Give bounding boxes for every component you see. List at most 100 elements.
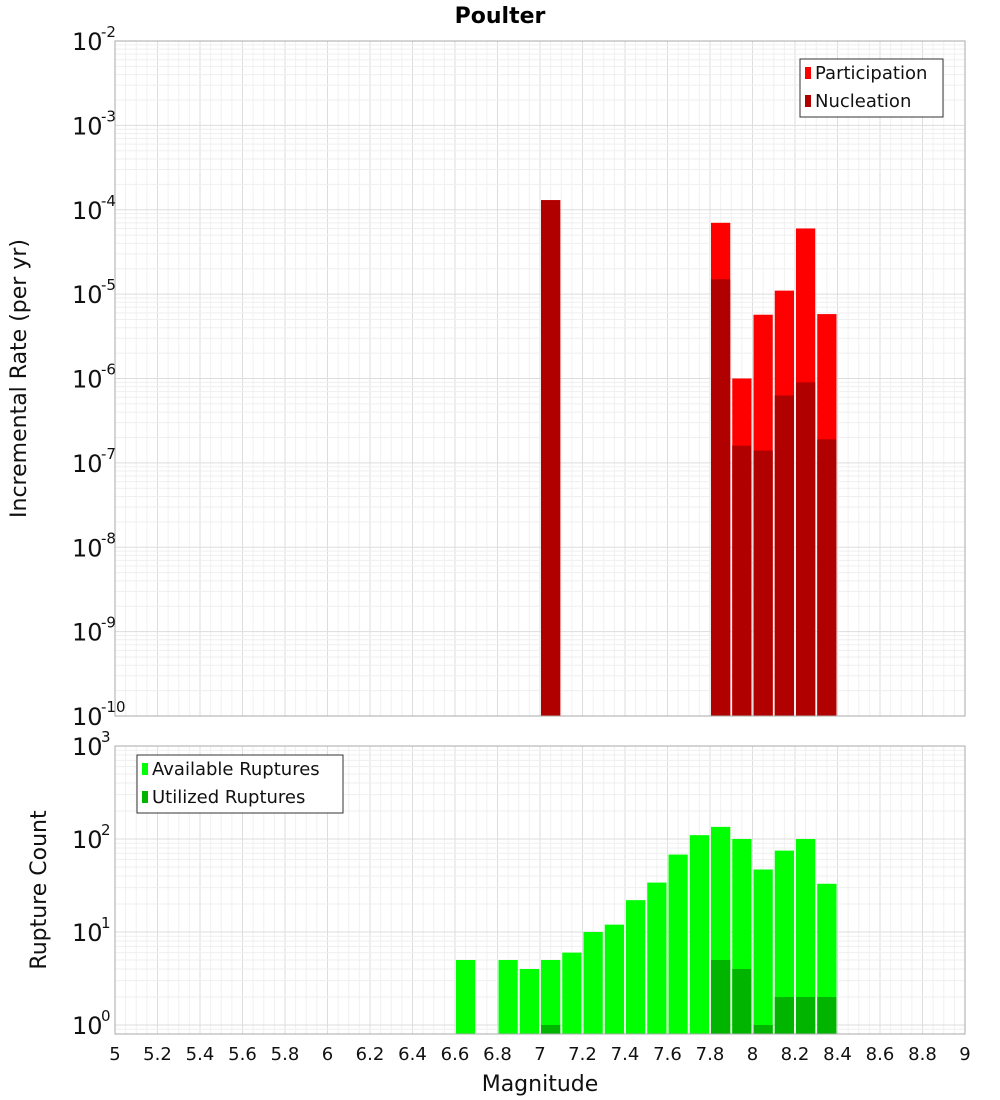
y-tick-label: 10-9 bbox=[72, 614, 116, 647]
x-tick-label: 5.2 bbox=[143, 1044, 172, 1065]
y-tick-exponent: -9 bbox=[101, 614, 116, 632]
y-tick-exponent: -10 bbox=[101, 698, 126, 716]
legend-swatch bbox=[142, 791, 148, 803]
y-tick-exponent: 3 bbox=[101, 728, 111, 746]
x-tick-label: 7.8 bbox=[696, 1044, 725, 1065]
gridlines bbox=[114, 40, 966, 717]
legend-entry: Available Ruptures bbox=[152, 759, 320, 780]
y-tick-exponent: -3 bbox=[101, 107, 116, 125]
x-tick-label: 6.8 bbox=[483, 1044, 512, 1065]
x-tick-label: 6.6 bbox=[441, 1044, 470, 1065]
y-tick-base: 10 bbox=[72, 1012, 103, 1040]
legend: Available Ruptures Utilized Ruptures bbox=[136, 754, 344, 814]
y-tick-exponent: 2 bbox=[101, 821, 111, 839]
x-tick-label: 8 bbox=[747, 1044, 758, 1065]
x-axis-label: Magnitude bbox=[482, 1072, 599, 1097]
y-tick-base: 10 bbox=[72, 366, 103, 394]
bar-overlay-nucleation bbox=[796, 382, 816, 716]
y-tick-base: 10 bbox=[72, 281, 103, 309]
legend-swatch bbox=[142, 763, 148, 775]
bars bbox=[456, 826, 837, 1034]
y-tick-base: 10 bbox=[72, 197, 103, 225]
y-tick-label: 10-6 bbox=[72, 361, 116, 394]
bar-overlay-utilized-ruptures bbox=[774, 996, 794, 1034]
y-tick-base: 10 bbox=[72, 826, 103, 854]
y-tick-label: 101 bbox=[72, 914, 111, 947]
y-axis-label: Incremental Rate (per yr) bbox=[7, 239, 32, 518]
y-tick-base: 10 bbox=[72, 733, 103, 761]
x-tick-label: 5.4 bbox=[186, 1044, 215, 1065]
bar-available-ruptures bbox=[817, 883, 837, 1034]
x-tick-label: 6.4 bbox=[398, 1044, 427, 1065]
bar-overlay-utilized-ruptures bbox=[541, 1024, 561, 1034]
y-tick-base: 10 bbox=[72, 112, 103, 140]
legend-swatch bbox=[805, 95, 811, 107]
y-tick-base: 10 bbox=[72, 450, 103, 478]
y-tick-base: 10 bbox=[72, 703, 103, 731]
legend-box bbox=[799, 58, 944, 118]
y-tick-exponent: -2 bbox=[101, 23, 116, 41]
y-tick-exponent: -7 bbox=[101, 445, 116, 463]
legend-entry: Utilized Ruptures bbox=[152, 787, 305, 808]
legend: Participation Nucleation bbox=[799, 58, 944, 118]
bar-available-ruptures bbox=[583, 931, 603, 1034]
x-axis: 5 5.2 5.4 5.6 5.8 6 6.2 6.4 6.6 6.8 7 7.2 7.4 7.6 7.8 8… bbox=[109, 1044, 970, 1065]
bar-available-ruptures bbox=[647, 882, 667, 1034]
x-tick-label: 5 bbox=[109, 1044, 120, 1065]
plot-border bbox=[114, 745, 966, 1035]
bar-overlay-nucleation bbox=[541, 200, 561, 716]
y-tick-label: 10-3 bbox=[72, 107, 116, 140]
bar-overlay-nucleation bbox=[753, 450, 773, 716]
x-tick-label: 9 bbox=[959, 1044, 970, 1065]
x-tick-label: 7.6 bbox=[653, 1044, 682, 1065]
y-tick-exponent: 1 bbox=[101, 914, 111, 932]
y-tick-label: 102 bbox=[72, 821, 111, 854]
plot-border bbox=[114, 40, 966, 717]
bar-available-ruptures bbox=[774, 850, 794, 1034]
legend-box bbox=[136, 754, 344, 814]
y-tick-exponent: -4 bbox=[101, 192, 116, 210]
x-tick-label: 7.2 bbox=[568, 1044, 597, 1065]
legend-swatch bbox=[805, 67, 811, 79]
bar-available-ruptures bbox=[668, 854, 688, 1034]
bar-overlay-utilized-ruptures bbox=[732, 968, 752, 1034]
bar-overlay-utilized-ruptures bbox=[711, 959, 731, 1034]
bar-overlay-nucleation bbox=[774, 395, 794, 716]
y-tick-label: 10-5 bbox=[72, 276, 116, 309]
x-tick-label: 5.8 bbox=[271, 1044, 300, 1065]
y-tick-base: 10 bbox=[72, 619, 103, 647]
bar-available-ruptures bbox=[753, 869, 773, 1034]
bar-overlay-utilized-ruptures bbox=[753, 1024, 773, 1034]
bar-overlay-utilized-ruptures bbox=[796, 996, 816, 1034]
y-tick-base: 10 bbox=[72, 534, 103, 562]
bar-available-ruptures bbox=[796, 838, 816, 1034]
bar-overlay-nucleation bbox=[711, 279, 731, 716]
x-tick-label: 7 bbox=[534, 1044, 545, 1065]
x-tick-label: 8.2 bbox=[781, 1044, 810, 1065]
y-tick-exponent: -8 bbox=[101, 529, 116, 547]
legend-entry: Nucleation bbox=[815, 91, 911, 112]
x-tick-label: 5.6 bbox=[228, 1044, 257, 1065]
chart-title: Poulter bbox=[455, 4, 546, 29]
bar-available-ruptures bbox=[541, 959, 561, 1034]
rate-panel: 10-1010-910-810-710-610-510-410-310-2Inc… bbox=[7, 23, 966, 731]
x-tick-label: 6 bbox=[322, 1044, 333, 1065]
y-tick-base: 10 bbox=[72, 919, 103, 947]
x-tick-label: 8.8 bbox=[908, 1044, 937, 1065]
y-axis-label: Rupture Count bbox=[27, 810, 52, 970]
legend-entry: Participation bbox=[815, 63, 927, 84]
y-tick-label: 10-4 bbox=[72, 192, 116, 225]
bar-available-ruptures bbox=[498, 959, 518, 1034]
x-tick-label: 8.4 bbox=[823, 1044, 852, 1065]
bar-available-ruptures bbox=[562, 952, 582, 1034]
y-tick-label: 10-10 bbox=[72, 698, 126, 731]
y-tick-base: 10 bbox=[72, 28, 103, 56]
y-tick-label: 10-8 bbox=[72, 529, 116, 562]
bar-overlay-nucleation bbox=[817, 439, 837, 716]
x-tick-label: 6.2 bbox=[356, 1044, 385, 1065]
bar-available-ruptures bbox=[626, 900, 646, 1034]
y-tick-exponent: -5 bbox=[101, 276, 116, 294]
y-tick-label: 10-2 bbox=[72, 23, 116, 56]
